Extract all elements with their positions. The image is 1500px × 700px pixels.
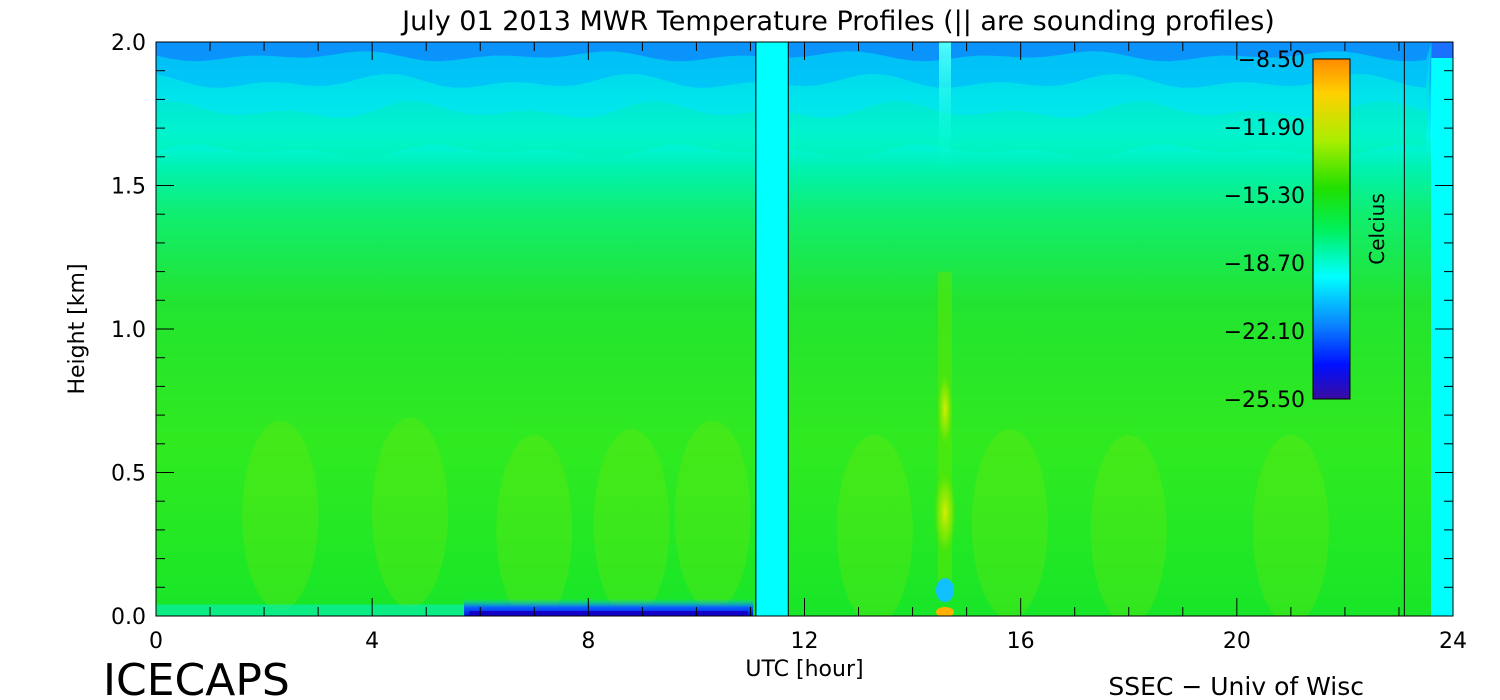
x-tick-label: 16 (1007, 629, 1035, 654)
colorbar-tick-label: −15.30 (1224, 184, 1305, 209)
cool-spot (936, 578, 955, 603)
surface-fringe (156, 604, 465, 616)
warm-column-core (937, 369, 954, 450)
warm-blob (1252, 434, 1329, 616)
y-tick-label: 0.5 (111, 462, 146, 487)
y-tick-labels: 0.0 0.5 1.0 1.5 2.0 (111, 31, 146, 630)
x-tick-labels: 0 4 8 12 16 20 24 (149, 629, 1467, 654)
warm-blob (1090, 434, 1167, 616)
cold-surface-core (469, 611, 748, 616)
warm-blob (674, 420, 751, 611)
colorbar-label: Celcius (1365, 193, 1389, 264)
colorbar-scale (1312, 58, 1351, 400)
x-tick-label: 20 (1223, 629, 1251, 654)
warm-column-top (939, 42, 952, 172)
colorbar-tick-label: −25.50 (1224, 388, 1305, 413)
hot-spot (936, 607, 955, 616)
colorbar-tick-labels: −8.50 −11.90 −15.30 −18.70 −22.10 −25.50 (1224, 48, 1305, 413)
x-tick-label: 4 (365, 629, 379, 654)
warm-column-core (933, 467, 958, 558)
x-tick-label: 24 (1439, 629, 1467, 654)
x-tick-label: 12 (791, 629, 819, 654)
colorbar-tick-label: −18.70 (1224, 252, 1305, 277)
x-tick-label: 8 (581, 629, 595, 654)
credit-label: SSEC − Univ of Wisc (1108, 672, 1364, 700)
data-gap (755, 42, 789, 616)
warm-blob (242, 420, 319, 611)
icecaps-label: ICECAPS (103, 655, 290, 700)
y-axis-label: Height [km] (65, 263, 90, 394)
chart-title: July 01 2013 MWR Temperature Profiles (|… (400, 6, 1275, 37)
warm-blob (593, 429, 670, 616)
warm-blob (971, 429, 1048, 616)
warm-blob (496, 434, 573, 616)
data-gap-top (1431, 42, 1453, 58)
y-tick-label: 0.0 (111, 605, 146, 630)
heatmap-field (156, 42, 1453, 616)
colorbar-tick-label: −11.90 (1224, 116, 1305, 141)
warm-blob (836, 434, 913, 616)
axis-ticks (155, 41, 1454, 617)
upper-contour-band (156, 42, 1432, 62)
x-tick-label: 0 (149, 629, 163, 654)
y-tick-label: 1.0 (111, 318, 146, 343)
colorbar-tick-label: −22.10 (1224, 320, 1305, 345)
colorbar: −8.50 −11.90 −15.30 −18.70 −22.10 −25.50 Celc… (1224, 48, 1389, 413)
x-axis-label: UTC [hour] (745, 657, 863, 682)
warm-blob (371, 417, 448, 608)
y-tick-label: 2.0 (111, 31, 146, 56)
colorbar-tick-label: −8.50 (1238, 48, 1305, 73)
y-tick-label: 1.5 (111, 175, 146, 200)
